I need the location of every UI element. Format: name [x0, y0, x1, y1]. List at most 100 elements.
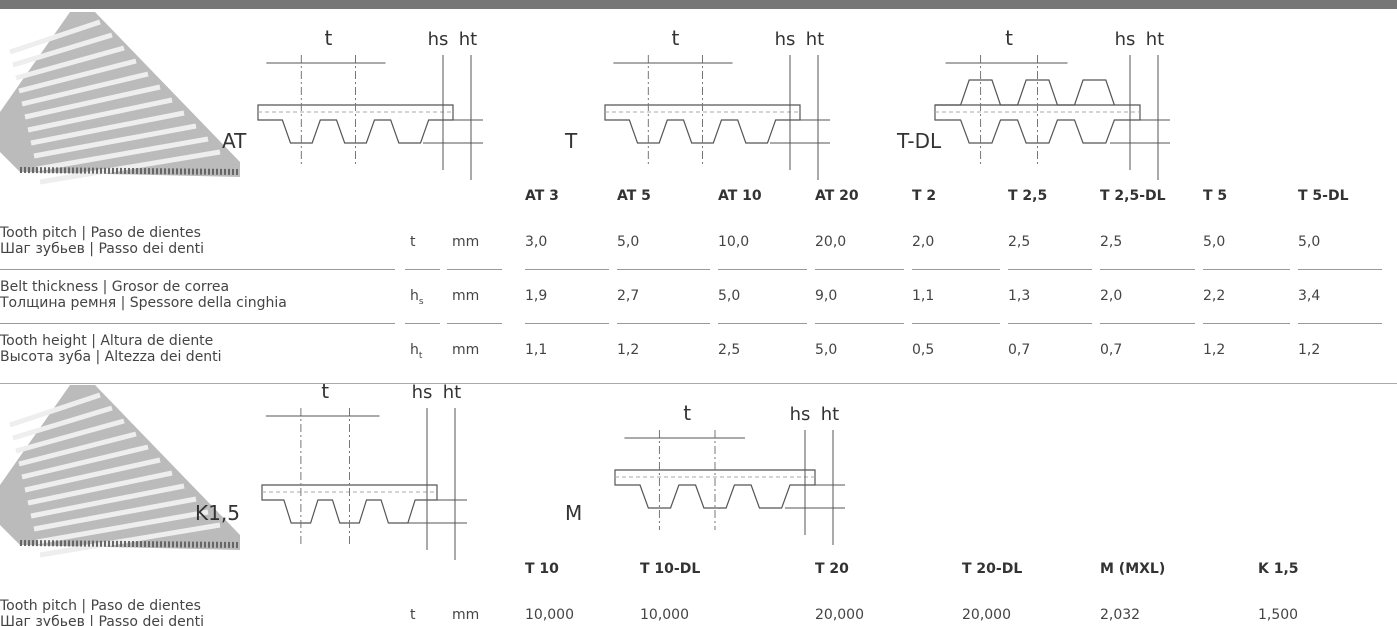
value: 2,0 [912, 234, 935, 250]
value: 1,500 [1258, 607, 1299, 623]
pitch-label: t [1005, 26, 1013, 50]
rule [1100, 269, 1195, 270]
rule [0, 323, 395, 324]
value: 0,7 [1008, 342, 1031, 358]
rule [1008, 323, 1092, 324]
belt-tooth [39, 522, 221, 558]
column-header: AT 10 [718, 188, 762, 204]
value: 2,5 [718, 342, 741, 358]
symbol-sub: s [418, 296, 424, 307]
value: 9,0 [815, 288, 838, 304]
belt-tooth [39, 149, 221, 185]
height-label: ht [806, 29, 824, 50]
rule [912, 323, 1000, 324]
belt-edge [19, 167, 241, 175]
rule [912, 269, 1000, 270]
thickness-label: hs [1115, 29, 1136, 50]
rule [447, 323, 502, 324]
value: 1,2 [1203, 342, 1226, 358]
column-header: T 20 [815, 561, 849, 577]
rule [405, 269, 440, 270]
pitch-label: t [683, 401, 691, 425]
value: 3,0 [525, 234, 548, 250]
profile-label: T [564, 129, 578, 153]
height-label: ht [443, 382, 461, 403]
symbol: t [410, 607, 416, 623]
rule [0, 383, 1397, 384]
value: 1,1 [525, 342, 548, 358]
rule [0, 269, 395, 270]
value: 0,7 [1100, 342, 1123, 358]
row-label: Tooth pitch | Paso de dientes [0, 598, 201, 614]
pitch-label: t [324, 26, 332, 50]
pitch-label: t [321, 379, 329, 403]
height-label: ht [1146, 29, 1164, 50]
belt-tooth [24, 457, 161, 493]
column-header: T 10 [525, 561, 559, 577]
value: 1,9 [525, 288, 548, 304]
rule [1100, 323, 1195, 324]
rule [815, 323, 904, 324]
column-header: AT 20 [815, 188, 859, 204]
column-header: K 1,5 [1258, 561, 1299, 577]
column-header: T 5-DL [1298, 188, 1349, 204]
belt-tooth [15, 45, 125, 81]
value: 20,000 [962, 607, 1011, 623]
row-label: Толщина ремня | Spessore della cinghia [0, 295, 287, 311]
column-header: T 20-DL [962, 561, 1023, 577]
rule [447, 269, 502, 270]
rule [815, 269, 904, 270]
value: 2,2 [1203, 288, 1226, 304]
value: 5,0 [617, 234, 640, 250]
rule [525, 269, 609, 270]
symbol-sub: t [418, 350, 423, 361]
belt-tooth [30, 483, 185, 519]
rule [525, 323, 609, 324]
symbol: ht [410, 342, 423, 361]
value: 10,000 [640, 607, 689, 623]
rule [1008, 269, 1092, 270]
belt-tooth [12, 32, 113, 68]
belt-profile-top [935, 79, 1115, 106]
row-label: Высота зуба | Altezza dei denti [0, 349, 222, 365]
symbol: hs [410, 288, 424, 307]
thickness-label: hs [790, 404, 811, 425]
belt-tooth [30, 110, 185, 146]
rule [617, 269, 710, 270]
rule [1203, 269, 1290, 270]
value: 2,5 [1100, 234, 1123, 250]
column-header: AT 5 [617, 188, 651, 204]
belt-tooth [21, 71, 149, 107]
rule [1298, 323, 1382, 324]
row-label: Tooth pitch | Paso de dientes [0, 225, 201, 241]
belt-tooth [27, 97, 173, 133]
belt-tooth [33, 123, 197, 159]
profile-label: K1,5 [195, 501, 240, 525]
unit: mm [452, 607, 480, 623]
belt-edge [19, 540, 241, 548]
column-header: T 2 [912, 188, 937, 204]
height-label: ht [821, 404, 839, 425]
height-label: ht [459, 29, 477, 50]
belt-tooth [33, 496, 197, 532]
rule [1298, 269, 1382, 270]
row-label: Шаг зубьев | Passo dei denti [0, 614, 205, 626]
unit: mm [452, 234, 480, 250]
belt-tooth [9, 392, 101, 428]
profile-label: T-DL [896, 129, 942, 153]
rule [1203, 323, 1290, 324]
rule [405, 323, 440, 324]
row-label: Tooth height | Altura de diente [0, 333, 214, 349]
rule [617, 323, 710, 324]
rule [718, 269, 807, 270]
belt-tooth [24, 84, 161, 120]
value: 0,5 [912, 342, 935, 358]
value: 5,0 [718, 288, 741, 304]
value: 10,000 [525, 607, 574, 623]
symbol: t [410, 234, 416, 250]
value: 20,000 [815, 607, 864, 623]
value: 1,3 [1008, 288, 1031, 304]
value: 1,2 [617, 342, 640, 358]
pitch-label: t [671, 26, 679, 50]
